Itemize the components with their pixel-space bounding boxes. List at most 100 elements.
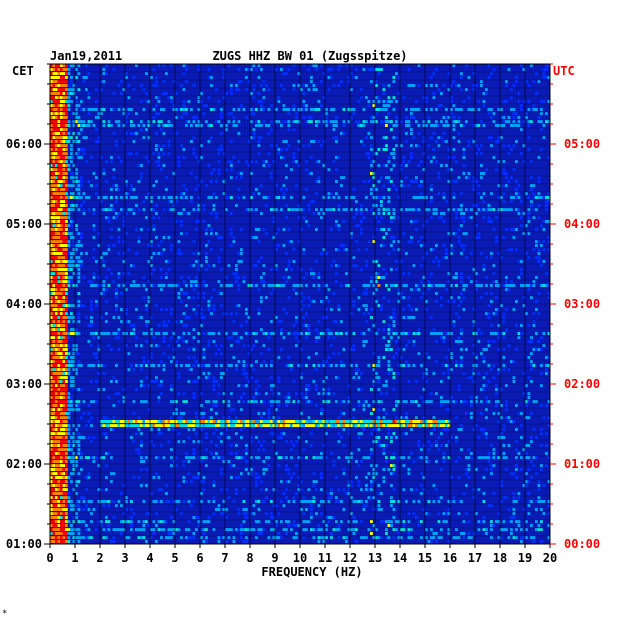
spectrogram-cell [370,412,373,415]
spectrogram-cell [545,444,548,447]
spectrogram-cell [527,288,531,291]
spectrogram-cell [305,84,308,87]
spectrogram-cell [225,124,228,127]
spectrogram-cell [477,232,481,235]
spectrogram-cell [215,424,218,427]
spectrogram-cell [197,440,201,443]
spectrogram-cell [210,408,213,411]
spectrogram-cell [535,332,538,335]
spectrogram-cell [147,192,151,195]
spectrogram-cell [392,388,396,391]
spectrogram-cell [195,156,198,159]
spectrogram-cell [147,300,151,303]
spectrogram-cell [210,136,213,139]
spectrogram-cell [280,432,283,435]
spectrogram-cell [267,124,271,127]
spectrogram-cell [435,84,438,87]
spectrogram-cell [62,72,66,75]
spectrogram-cell [60,96,63,99]
spectrogram-cell [152,420,156,423]
spectrogram-cell [240,324,243,327]
spectrogram-cell [57,68,61,71]
spectrogram-cell [375,440,378,443]
spectrogram-cell [57,100,61,103]
spectrogram-cell [220,248,223,251]
spectrogram-cell [70,100,73,103]
spectrogram-cell [200,456,203,459]
spectrogram-cell [217,332,221,335]
spectrogram-cell [542,484,546,487]
spectrogram-cell [407,240,411,243]
spectrogram-cell [290,168,293,171]
spectrogram-cell [60,192,63,195]
spectrogram-cell [57,392,61,395]
spectrogram-cell [55,84,58,87]
spectrogram-cell [165,420,168,423]
spectrogram-cell [65,452,68,455]
spectrogram-cell [385,380,388,383]
spectrogram-cell [75,284,78,287]
spectrogram-cell [200,180,203,183]
spectrogram-cell [77,72,81,75]
spectrogram-cell [220,364,223,367]
spectrogram-cell [527,416,531,419]
spectrogram-cell [92,456,96,459]
spectrogram-cell [97,116,101,119]
spectrogram-cell [320,456,323,459]
spectrogram-cell [415,380,418,383]
spectrogram-cell [475,180,478,183]
spectrogram-cell [55,492,58,495]
spectrogram-cell [202,292,206,295]
spectrogram-cell [315,192,318,195]
spectrogram-cell [60,348,63,351]
spectrogram-cell [447,400,451,403]
spectrogram-cell [92,248,96,251]
spectrogram-cell [327,388,331,391]
spectrogram-cell [350,108,353,111]
spectrogram-cell [247,400,251,403]
spectrogram-cell [365,484,368,487]
spectrogram-cell [142,400,146,403]
spectrogram-cell [452,324,456,327]
spectrogram-cell [427,356,431,359]
spectrogram-cell [80,156,83,159]
spectrogram-cell [132,420,136,423]
spectrogram-cell [250,440,253,443]
spectrogram-cell [177,416,181,419]
spectrogram-cell [352,264,356,267]
spectrogram-cell [65,248,68,251]
spectrogram-cell [52,348,56,351]
spectrogram-cell [182,196,186,199]
spectrogram-cell [262,264,266,267]
spectrogram-cell [285,140,288,143]
spectrogram-cell [365,260,368,263]
spectrogram-cell [140,344,143,347]
spectrogram-cell [247,344,251,347]
spectrogram-cell [295,160,298,163]
spectrogram-cell [52,100,56,103]
spectrogram-cell [70,220,73,223]
spectrogram-cell [185,120,188,123]
spectrogram-cell [477,340,481,343]
spectrogram-cell [382,328,386,331]
spectrogram-cell [377,148,381,151]
spectrogram-cell [212,308,216,311]
spectrogram-cell [75,408,78,411]
spectrogram-cell [150,208,153,211]
spectrogram-cell [65,64,68,67]
spectrogram-cell [55,112,58,115]
spectrogram-cell [55,400,58,403]
spectrogram-cell [50,480,53,483]
spectrogram-cell [217,148,221,151]
spectrogram-cell [240,420,243,423]
spectrogram-cell [280,208,283,211]
spectrogram-cell [545,208,548,211]
spectrogram-cell [422,244,426,247]
spectrogram-cell [80,232,83,235]
spectrogram-cell [197,252,201,255]
spectrogram-cell [162,64,166,67]
spectrogram-cell [380,108,383,111]
spectrogram-cell [55,164,58,167]
spectrogram-cell [535,472,538,475]
spectrogram-cell [152,116,156,119]
